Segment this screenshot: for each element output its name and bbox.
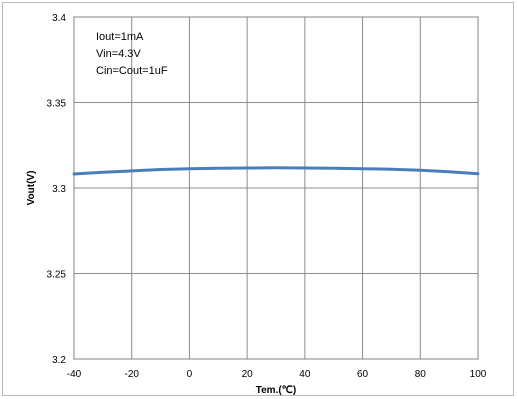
annotation-block: Iout=1mA Vin=4.3V Cin=Cout=1uF	[96, 31, 168, 77]
x-tick-label: 40	[299, 369, 311, 380]
x-axis-label: Tem.(℃)	[256, 385, 297, 396]
x-tick-label: 80	[415, 369, 427, 380]
y-tick-label: 3.35	[47, 99, 67, 110]
y-tick-labels: 3.2 3.25 3.3 3.35 3.4	[47, 13, 67, 366]
x-tick-label: 0	[187, 369, 193, 380]
plot-area	[73, 16, 479, 360]
x-tick-label: 20	[242, 369, 254, 380]
y-tick-label: 3.4	[52, 13, 66, 24]
y-tick-label: 3.25	[47, 270, 67, 281]
annotation-line: Cin=Cout=1uF	[96, 65, 168, 77]
x-tick-label: -40	[67, 369, 82, 380]
x-tick-label: 100	[470, 369, 487, 380]
x-tick-label: -20	[124, 369, 139, 380]
y-axis-label: Vout(V)	[26, 171, 37, 206]
y-tick-label: 3.3	[52, 184, 66, 195]
x-tick-label: 60	[357, 369, 369, 380]
y-tick-label: 3.2	[52, 355, 66, 366]
chart-frame	[2, 2, 514, 396]
annotation-line: Iout=1mA	[96, 31, 144, 43]
x-tick-labels: -40 -20 0 20 40 60 80 100	[67, 369, 487, 380]
annotation-line: Vin=4.3V	[96, 48, 141, 60]
series-line	[72, 166, 480, 176]
